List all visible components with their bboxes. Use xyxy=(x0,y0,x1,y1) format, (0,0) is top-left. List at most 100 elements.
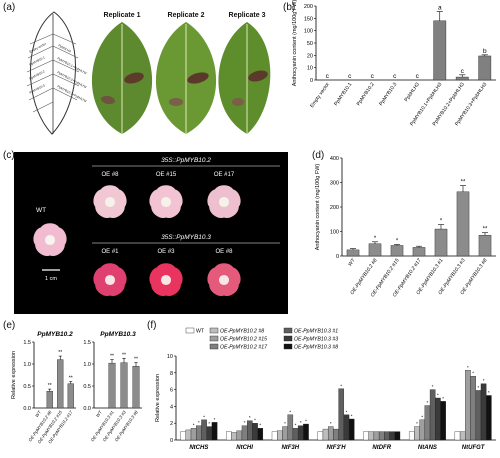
significance-label: * xyxy=(437,393,439,398)
significance-label: * xyxy=(440,219,443,225)
significance-label: * xyxy=(208,421,210,426)
significance-label: * xyxy=(198,420,200,425)
bar xyxy=(247,420,253,441)
bar xyxy=(287,414,294,441)
significance-label: * xyxy=(254,418,256,423)
petal xyxy=(93,189,108,209)
bar xyxy=(338,388,345,441)
petal xyxy=(207,189,222,209)
x-tick-label: NtDFR xyxy=(372,445,391,451)
legend-label: OE-PpMYB10.3 #8 xyxy=(294,345,338,351)
bar xyxy=(292,428,299,441)
bar xyxy=(241,425,248,441)
significance-label: a xyxy=(438,5,442,12)
bar xyxy=(57,359,64,409)
panel-label-e: (e) xyxy=(3,320,16,331)
bar xyxy=(389,431,395,441)
x-tick-label: WT xyxy=(95,409,103,418)
legend-label: OE-PpMYB10.3 #1 xyxy=(294,329,338,335)
bar xyxy=(429,389,436,441)
panel-label-d: (d) xyxy=(312,150,325,161)
significance-label: * xyxy=(472,371,474,376)
leaf-photo-2 xyxy=(155,22,217,134)
significance-label: ** xyxy=(122,352,126,358)
bar xyxy=(455,76,469,81)
legend-label: OE-PpMYB10.2 #8 xyxy=(220,329,264,335)
flower-oe xyxy=(207,263,241,297)
flower-oe xyxy=(93,263,127,297)
petal xyxy=(207,267,222,287)
significance-label: * xyxy=(396,238,399,244)
panel-a-figure: Empty vector PpMYB10.1 PpMYB10.2 PpMYB10… xyxy=(26,11,271,135)
bar xyxy=(327,426,334,441)
significance-label: * xyxy=(346,409,348,414)
oe-label: OE #8 xyxy=(215,249,233,255)
bar xyxy=(257,428,264,441)
bar xyxy=(343,414,350,441)
bar xyxy=(440,401,446,441)
significance-label: * xyxy=(249,415,251,420)
leaf-label: PpMYB10.1 xyxy=(29,55,46,67)
bar xyxy=(211,422,218,441)
bar xyxy=(486,395,492,441)
y-tick-label: 100 xyxy=(330,230,339,236)
group1-title: 35S::PpMYB10.2 xyxy=(161,157,211,164)
y-tick-label: 1.0 xyxy=(83,362,91,368)
legend-swatch xyxy=(283,343,293,350)
bar xyxy=(475,390,482,441)
x-tick-label: WT xyxy=(34,409,42,418)
chart-b: 0 10 20 50 100 150 200 Anthocyanin content (mg/… xyxy=(292,0,496,127)
significance-label: c xyxy=(461,68,465,75)
significance-label: c xyxy=(416,73,420,80)
y-tick-label: 1.5 xyxy=(83,340,91,346)
bar xyxy=(424,405,431,441)
legend-swatch xyxy=(283,335,293,342)
bar xyxy=(435,397,441,441)
x-tick-label: NtF3H xyxy=(281,445,299,451)
significance-label: * xyxy=(203,414,205,419)
bar xyxy=(373,431,380,441)
x-tick-label: PpbHLH3 xyxy=(404,82,421,103)
bar xyxy=(394,431,401,441)
group2-title: 35S::PpMYB10.3 xyxy=(161,234,211,241)
bar xyxy=(67,383,74,409)
leaf-label: PpMYB10.3 xyxy=(29,83,46,95)
bar xyxy=(478,234,492,257)
significance-label: ** xyxy=(461,180,466,186)
x-tick-label: NtCHS xyxy=(189,445,208,451)
legend-swatch xyxy=(185,327,195,334)
x-tick-label: NtANS xyxy=(418,445,437,451)
bar xyxy=(252,423,258,441)
flower-oe xyxy=(149,185,183,219)
significance-label: * xyxy=(193,423,195,428)
y-tick-label: 200 xyxy=(304,4,313,10)
flower-center xyxy=(160,196,172,208)
bar xyxy=(271,431,278,441)
petal xyxy=(149,189,164,209)
y-tick-label: 0.0 xyxy=(23,406,31,412)
bar xyxy=(108,362,116,409)
replicate-title: Replicate 1 xyxy=(104,12,141,19)
bar xyxy=(231,432,237,441)
bar xyxy=(185,429,192,441)
legend-swatch xyxy=(209,327,219,334)
bar xyxy=(433,20,447,81)
significance-label: ** xyxy=(483,227,488,233)
legend-label: OE-PpMYB10.2 #17 xyxy=(220,345,268,351)
significance-label: c xyxy=(348,73,352,80)
oe-label: OE #3 xyxy=(157,249,175,255)
y-tick-label: 150 xyxy=(304,16,313,22)
y-axis-label: Anthocyanin content (mg/100g FW) xyxy=(292,0,298,86)
significance-label: * xyxy=(340,383,342,388)
bar xyxy=(236,430,243,441)
leaf-label: PpMYB10.2 xyxy=(29,69,46,81)
oe-label: OE #17 xyxy=(214,172,235,178)
y-tick-label: 8 xyxy=(170,371,173,377)
significance-label: c xyxy=(371,73,375,80)
petal xyxy=(93,267,108,287)
bar xyxy=(303,423,309,441)
bar xyxy=(414,426,420,441)
y-tick-label: 2 xyxy=(170,421,173,427)
chart-d: 0 100 200 300 400 Anthocyanin content (mg/100… xyxy=(315,156,496,298)
significance-label: * xyxy=(305,419,307,424)
